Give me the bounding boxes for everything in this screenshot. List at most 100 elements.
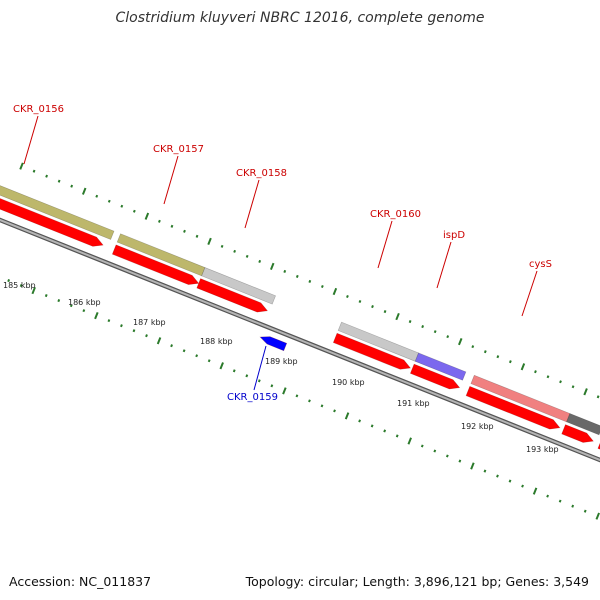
scale-tick (107, 319, 111, 323)
scale-tick (571, 504, 575, 508)
scale-tick (144, 212, 150, 220)
gene-block-ckr-0156 (0, 185, 115, 240)
gene-block-ispd (414, 352, 467, 381)
scale-tick (57, 179, 61, 183)
scale-tick (395, 434, 399, 438)
scale-tick (446, 335, 450, 339)
cds-next-2 (597, 442, 600, 450)
scale-tick (95, 194, 99, 198)
scale-tick (358, 299, 362, 304)
scale-tick (445, 454, 449, 458)
scale-tick (132, 329, 136, 333)
scale-tick (195, 234, 199, 238)
kbp-label: 190 kbp (332, 378, 365, 387)
scale-tick (470, 462, 475, 470)
scale-tick (69, 304, 73, 308)
scale-tick (170, 344, 173, 348)
scale-tick (257, 379, 261, 383)
gene-label: cysS (529, 259, 552, 270)
gene-label: CKR_0157 (153, 144, 204, 155)
scale-tick (458, 338, 463, 346)
cds-ckr-0160 (332, 332, 411, 370)
scale-tick (332, 287, 338, 296)
scale-tick (458, 459, 462, 463)
scale-tick (308, 279, 312, 283)
scale-tick (31, 286, 36, 295)
gene-block-ckr-0158 (201, 267, 276, 305)
scale-tick (132, 209, 136, 213)
scale-tick (559, 380, 562, 384)
scale-tick (45, 174, 49, 178)
scale-tick (383, 429, 387, 433)
gene-label: CKR_0158 (236, 168, 287, 179)
scale-tick (583, 388, 588, 396)
cds-next (561, 424, 594, 443)
kbp-label: 185 kbp (3, 281, 36, 290)
scale-tick (308, 399, 311, 403)
scale-tick (483, 469, 487, 473)
gene-leader-line (377, 220, 393, 269)
scale-tick (295, 394, 299, 398)
gene-leader-line (436, 241, 452, 289)
scale-tick (521, 484, 524, 488)
scale-tick (483, 350, 487, 354)
genome-backbone (0, 218, 600, 462)
scale-tick (421, 325, 425, 329)
gene-label: CKR_0156 (13, 104, 64, 115)
scale-tick (295, 274, 299, 278)
scale-tick (508, 360, 512, 364)
scale-tick (496, 474, 499, 478)
scale-tick (496, 355, 500, 359)
scale-tick (232, 369, 236, 373)
scale-tick (57, 299, 61, 303)
scale-tick (81, 187, 87, 195)
scale-tick (207, 237, 212, 245)
scale-tick (19, 162, 24, 170)
scale-tick (282, 387, 287, 395)
gene-label: ispD (443, 230, 465, 241)
cds-ckr-0158 (196, 278, 268, 313)
scale-tick (82, 309, 86, 313)
scale-tick (320, 404, 324, 408)
scale-tick (219, 362, 224, 370)
scale-tick (233, 249, 237, 253)
kbp-label: 193 kbp (526, 445, 559, 454)
gene-leader-line (253, 345, 267, 391)
scale-tick (32, 169, 36, 173)
scale-tick (195, 354, 199, 358)
scale-tick (583, 509, 587, 513)
scale-tick (94, 312, 99, 320)
scale-tick (145, 334, 148, 338)
gene-leader-line (244, 179, 260, 229)
cds-cyss (465, 385, 561, 430)
scale-tick (383, 310, 387, 314)
scale-tick (70, 184, 74, 188)
scale-tick (433, 330, 437, 334)
scale-tick (245, 374, 249, 378)
scale-tick (107, 199, 111, 203)
kbp-label: 189 kbp (265, 357, 298, 366)
scale-tick (595, 512, 600, 520)
scale-tick (534, 370, 537, 374)
scale-tick (170, 224, 174, 228)
scale-tick (520, 363, 526, 371)
scale-tick (420, 444, 424, 448)
gene-label: CKR_0160 (370, 209, 421, 220)
cds-ckr-0156 (0, 198, 104, 247)
scale-tick (258, 259, 262, 263)
scale-tick (270, 384, 274, 388)
scale-tick (19, 284, 23, 288)
scale-tick (407, 437, 412, 445)
scale-tick (183, 229, 186, 233)
gene-label: CKR_0159 (227, 392, 278, 403)
cds-ispd (409, 363, 461, 390)
scale-tick (283, 269, 287, 273)
scale-tick (508, 479, 512, 483)
scale-tick (433, 449, 437, 453)
scale-tick (370, 424, 374, 428)
scale-tick (120, 204, 124, 208)
scale-tick (207, 359, 211, 363)
scale-tick (320, 284, 324, 289)
kbp-label: 192 kbp (461, 422, 494, 431)
gene-leader-line (23, 115, 39, 165)
